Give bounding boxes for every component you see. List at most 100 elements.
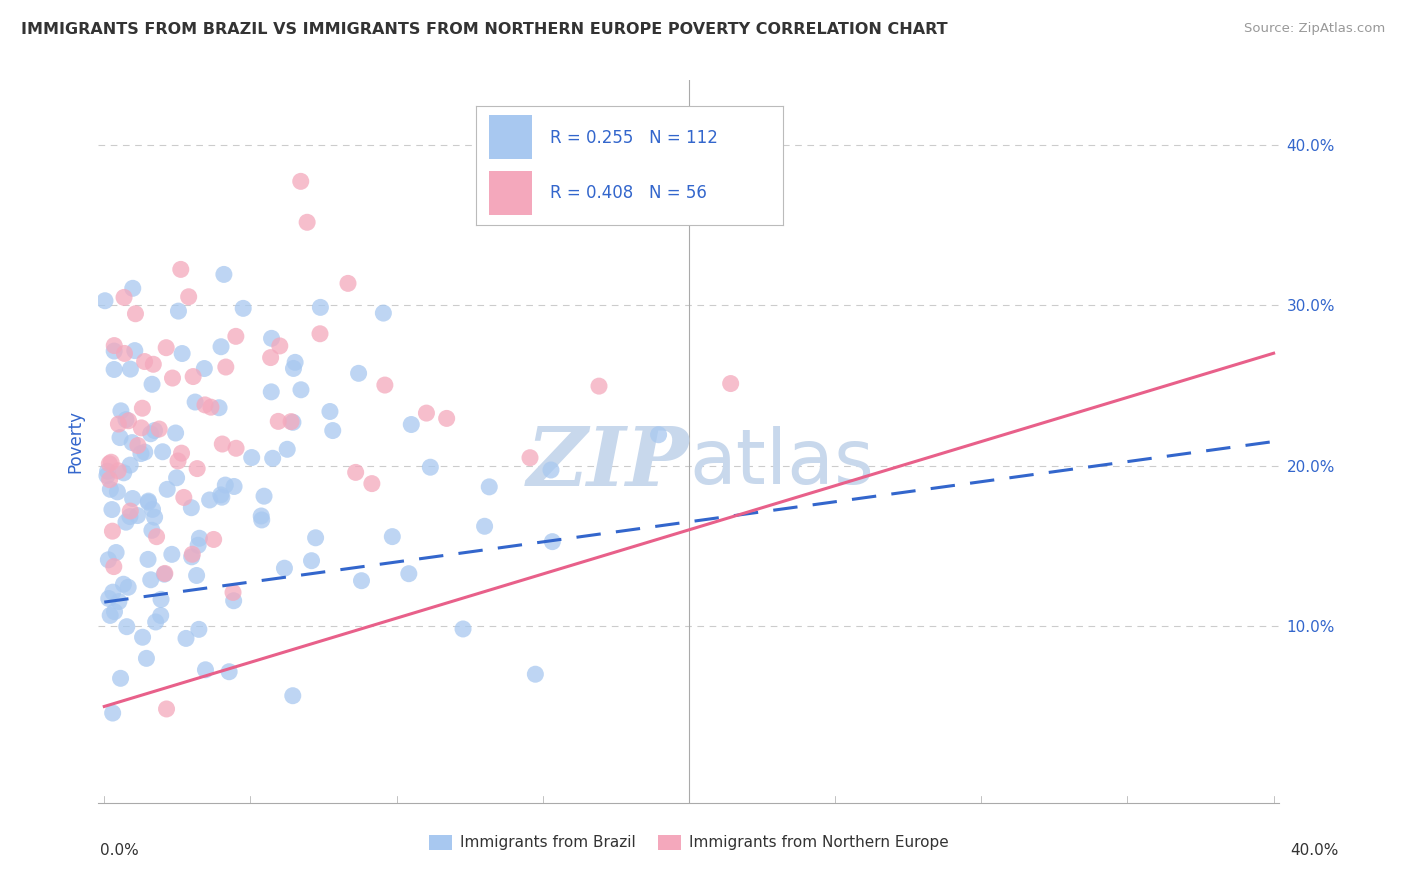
Point bbox=[401, 417, 423, 432]
Point bbox=[198, 493, 221, 508]
Point bbox=[301, 554, 323, 568]
Point bbox=[337, 277, 360, 291]
Point bbox=[152, 444, 174, 458]
Point bbox=[478, 480, 501, 494]
Point bbox=[284, 355, 307, 369]
Text: ZIP: ZIP bbox=[526, 423, 689, 503]
Point bbox=[156, 483, 179, 497]
Point bbox=[136, 552, 159, 566]
Point bbox=[232, 301, 254, 316]
Point bbox=[148, 422, 170, 436]
Point bbox=[153, 566, 176, 581]
Point bbox=[118, 509, 141, 524]
Point bbox=[267, 414, 290, 428]
Point bbox=[540, 463, 562, 477]
Point bbox=[120, 362, 142, 376]
Point bbox=[149, 608, 172, 623]
Point bbox=[283, 361, 305, 376]
Point bbox=[97, 553, 120, 567]
Point bbox=[186, 568, 208, 582]
Point bbox=[225, 329, 247, 343]
Point bbox=[167, 304, 190, 318]
Point bbox=[114, 346, 136, 360]
Point bbox=[211, 437, 233, 451]
Point bbox=[304, 531, 326, 545]
Point bbox=[134, 354, 156, 368]
Point bbox=[143, 424, 166, 438]
Point bbox=[98, 608, 121, 623]
Point bbox=[162, 371, 184, 385]
Point bbox=[177, 290, 200, 304]
Point bbox=[209, 488, 232, 502]
Point bbox=[131, 421, 153, 435]
Point bbox=[240, 450, 263, 465]
Point bbox=[193, 361, 215, 376]
Point bbox=[103, 338, 125, 352]
Legend: Immigrants from Brazil, Immigrants from Northern Europe: Immigrants from Brazil, Immigrants from … bbox=[423, 829, 955, 856]
Point bbox=[136, 495, 159, 509]
Point bbox=[184, 395, 207, 409]
Point bbox=[451, 622, 474, 636]
Point bbox=[98, 483, 121, 497]
Point bbox=[105, 545, 128, 559]
Point bbox=[225, 442, 247, 456]
Point bbox=[101, 502, 124, 516]
Point bbox=[588, 379, 610, 393]
Point bbox=[131, 401, 153, 416]
Point bbox=[180, 500, 202, 515]
Point bbox=[319, 404, 342, 418]
Point bbox=[127, 438, 149, 452]
Point bbox=[194, 398, 217, 412]
Text: Source: ZipAtlas.com: Source: ZipAtlas.com bbox=[1244, 22, 1385, 36]
Point bbox=[280, 415, 302, 429]
Point bbox=[115, 412, 138, 426]
Point bbox=[117, 414, 139, 428]
Point bbox=[290, 174, 312, 188]
Point bbox=[373, 306, 395, 320]
Point bbox=[141, 377, 163, 392]
Point bbox=[145, 530, 167, 544]
Point bbox=[153, 567, 176, 582]
Point bbox=[259, 351, 281, 365]
Point bbox=[141, 502, 163, 516]
Point bbox=[214, 478, 236, 492]
Point bbox=[94, 293, 117, 308]
Point bbox=[97, 464, 120, 478]
Point bbox=[208, 401, 231, 415]
Point bbox=[107, 417, 129, 431]
Point bbox=[209, 340, 232, 354]
Point bbox=[145, 615, 167, 629]
Point bbox=[194, 663, 217, 677]
Point bbox=[155, 341, 177, 355]
Point bbox=[222, 593, 245, 607]
Point bbox=[107, 484, 129, 499]
Point bbox=[134, 445, 156, 459]
Point bbox=[165, 425, 187, 440]
Point bbox=[188, 531, 211, 545]
Point bbox=[101, 706, 124, 720]
Point bbox=[155, 702, 177, 716]
Point bbox=[322, 424, 344, 438]
Point bbox=[96, 468, 118, 483]
Point bbox=[103, 559, 125, 574]
Point bbox=[101, 585, 124, 599]
Point bbox=[419, 460, 441, 475]
Point bbox=[344, 466, 367, 480]
Point bbox=[135, 651, 157, 665]
Point bbox=[115, 620, 138, 634]
Point bbox=[350, 574, 373, 588]
Point bbox=[139, 426, 162, 441]
Point bbox=[309, 326, 332, 341]
Point bbox=[250, 508, 273, 523]
Point bbox=[107, 464, 129, 478]
Point bbox=[101, 524, 124, 538]
Point bbox=[212, 268, 235, 282]
Point bbox=[103, 344, 125, 359]
Point bbox=[202, 533, 225, 547]
Point bbox=[347, 367, 370, 381]
Point bbox=[215, 359, 238, 374]
Point bbox=[129, 447, 152, 461]
Text: IMMIGRANTS FROM BRAZIL VS IMMIGRANTS FROM NORTHERN EUROPE POVERTY CORRELATION CH: IMMIGRANTS FROM BRAZIL VS IMMIGRANTS FRO… bbox=[21, 22, 948, 37]
Point bbox=[260, 384, 283, 399]
Point bbox=[281, 689, 304, 703]
